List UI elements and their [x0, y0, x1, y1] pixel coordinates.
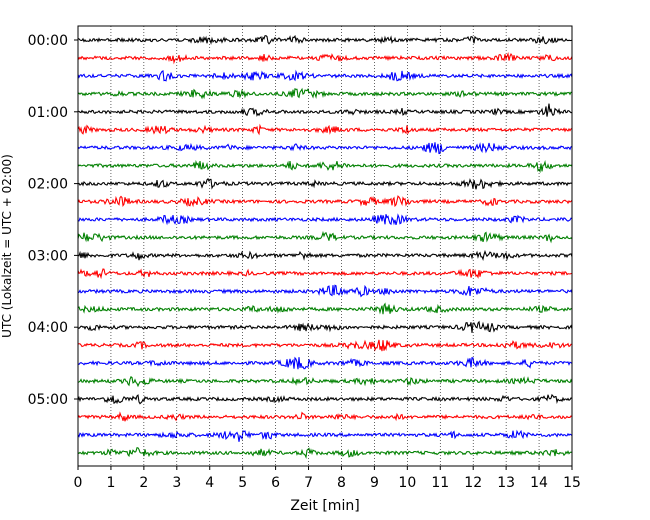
seismic-trace: [77, 302, 573, 315]
x-tick-label: 7: [304, 475, 313, 491]
seismic-trace: [77, 52, 573, 65]
seismic-trace: [77, 69, 573, 82]
x-tick-label: 8: [337, 475, 346, 491]
seismic-trace: [77, 249, 573, 262]
seismic-trace: [77, 339, 573, 352]
x-axis-ticks: 0 1 2 3 4 5 6 7 8 9 10 11 12 13 14 15: [74, 466, 581, 491]
seismic-trace: [77, 177, 573, 190]
x-tick-label: 13: [497, 475, 515, 491]
y-tick-label: 00:00: [28, 33, 68, 49]
x-tick-label: 4: [205, 475, 214, 491]
x-tick-label: 1: [106, 475, 115, 491]
seismic-trace: [77, 213, 573, 226]
seismic-trace: [77, 447, 573, 460]
y-axis-ticks: 00:00 01:00 02:00 03:00 04:00 05:00: [28, 33, 78, 408]
y-axis-label: UTC (Lokalzeit = UTC + 02:00): [0, 154, 14, 338]
trace-group: [77, 34, 573, 460]
x-tick-label: 12: [464, 475, 482, 491]
seismic-trace: [77, 429, 573, 442]
seismic-trace: [77, 123, 573, 136]
seismic-trace: [77, 34, 573, 45]
x-tick-label: 2: [139, 475, 148, 491]
seismic-trace: [77, 268, 573, 280]
seismic-trace: [77, 142, 573, 155]
y-tick-label: 01:00: [28, 105, 68, 121]
grid-lines: [110, 26, 540, 466]
x-tick-label: 0: [74, 475, 83, 491]
seismic-trace: [77, 284, 573, 298]
x-tick-label: 6: [271, 475, 280, 491]
seismic-trace: [77, 103, 573, 117]
seismic-trace: [77, 356, 573, 370]
x-tick-label: 14: [530, 475, 548, 491]
x-tick-label: 10: [398, 475, 416, 491]
seismic-trace: [77, 230, 573, 244]
seismic-trace: [77, 320, 573, 333]
x-axis-label: Zeit [min]: [290, 498, 359, 514]
seismic-trace: [77, 195, 573, 208]
x-tick-label: 15: [563, 475, 581, 491]
x-tick-label: 9: [370, 475, 379, 491]
y-tick-label: 03:00: [28, 248, 68, 264]
x-tick-label: 11: [431, 475, 449, 491]
seismic-trace: [77, 87, 573, 100]
plot-frame: [77, 25, 573, 467]
seismic-trace: [77, 159, 573, 174]
x-tick-label: 3: [172, 475, 181, 491]
x-tick-label: 5: [238, 475, 247, 491]
y-tick-label: 05:00: [28, 392, 68, 408]
seismic-trace: [77, 376, 573, 388]
seismic-trace: [77, 411, 573, 422]
y-tick-label: 04:00: [28, 320, 68, 336]
seismic-trace: [77, 393, 573, 405]
y-tick-label: 02:00: [28, 177, 68, 193]
